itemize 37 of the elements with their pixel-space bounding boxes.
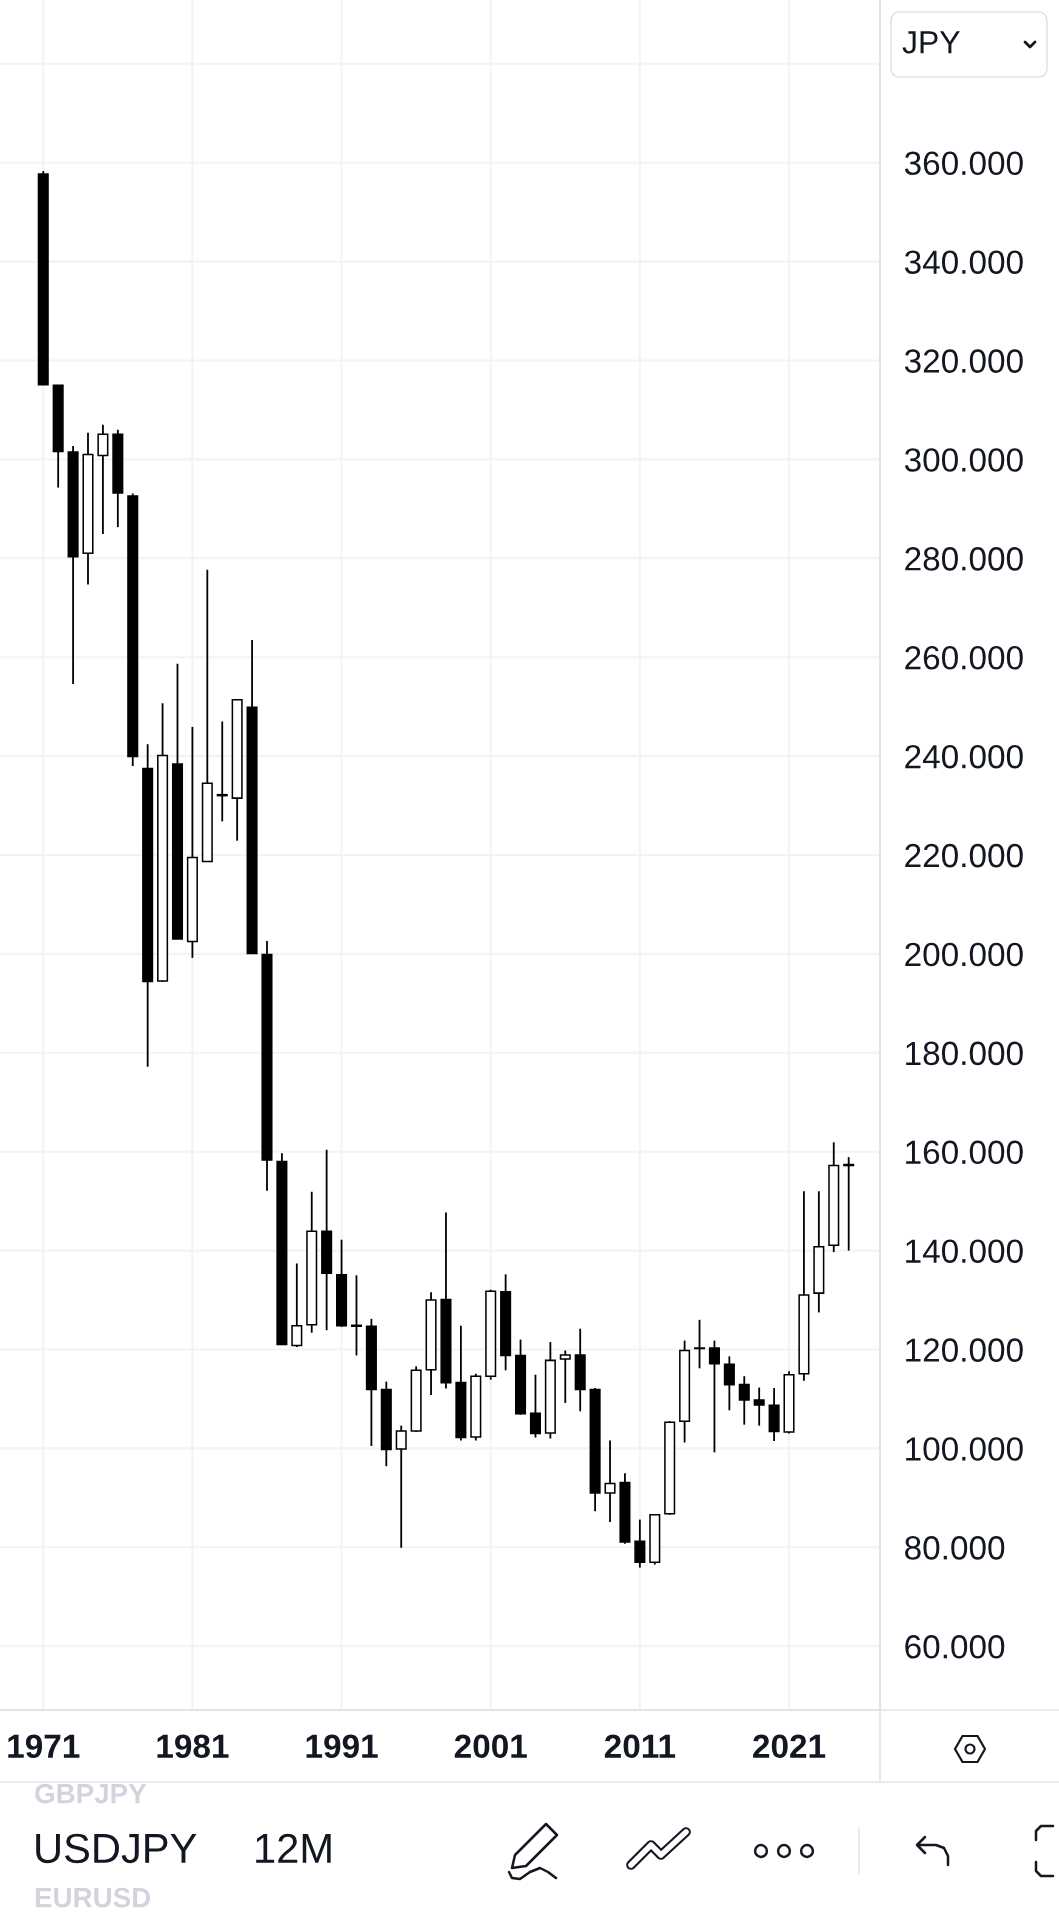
x-tick-label: 1991 bbox=[306, 1734, 378, 1759]
y-tick-label: 140.000 bbox=[906, 1239, 1023, 1264]
candlestick bbox=[693, 1318, 706, 1370]
x-tick-label: 2001 bbox=[454, 1734, 527, 1759]
candlestick bbox=[723, 1355, 735, 1412]
y-tick-label: 160.000 bbox=[906, 1140, 1023, 1165]
candlestick bbox=[708, 1339, 720, 1454]
y-tick-label: 240.000 bbox=[905, 744, 1023, 769]
candlestick bbox=[97, 423, 109, 535]
candlestick bbox=[634, 1518, 646, 1569]
text: 12M bbox=[256, 1833, 331, 1863]
x-tick-label: 2011 bbox=[604, 1734, 676, 1759]
y-tick-label: 260.000 bbox=[905, 646, 1023, 670]
y-tick-label: 300.000 bbox=[904, 448, 1023, 472]
y-tick-label: 80.000 bbox=[905, 1536, 1005, 1560]
x-tick-label: 1971 bbox=[8, 1734, 80, 1759]
candlestick bbox=[529, 1373, 541, 1439]
candlestick bbox=[559, 1349, 571, 1404]
y-tick-label: 180.000 bbox=[906, 1041, 1023, 1066]
y-tick-label: 60.000 bbox=[905, 1635, 1005, 1659]
candlestick bbox=[604, 1439, 616, 1523]
y-tick-label: 280.000 bbox=[905, 547, 1023, 571]
text: JPY bbox=[902, 31, 960, 54]
candlestick bbox=[738, 1375, 750, 1426]
y-tick-label: 120.000 bbox=[906, 1338, 1023, 1362]
candlestick bbox=[753, 1386, 765, 1427]
candlestick bbox=[291, 1262, 303, 1348]
y-tick-label: 220.000 bbox=[905, 843, 1023, 868]
y-tick-label: 100.000 bbox=[906, 1437, 1023, 1461]
x-tick-label: 1981 bbox=[157, 1734, 229, 1759]
y-tick-label: 200.000 bbox=[905, 942, 1023, 967]
x-tick-label: 2021 bbox=[753, 1734, 826, 1759]
y-tick-label: 340.000 bbox=[904, 250, 1023, 274]
y-tick-label: 320.000 bbox=[904, 349, 1023, 373]
text: USDJPY bbox=[36, 1833, 197, 1864]
y-tick-label: 360.000 bbox=[904, 151, 1023, 176]
candlestick bbox=[395, 1424, 407, 1549]
